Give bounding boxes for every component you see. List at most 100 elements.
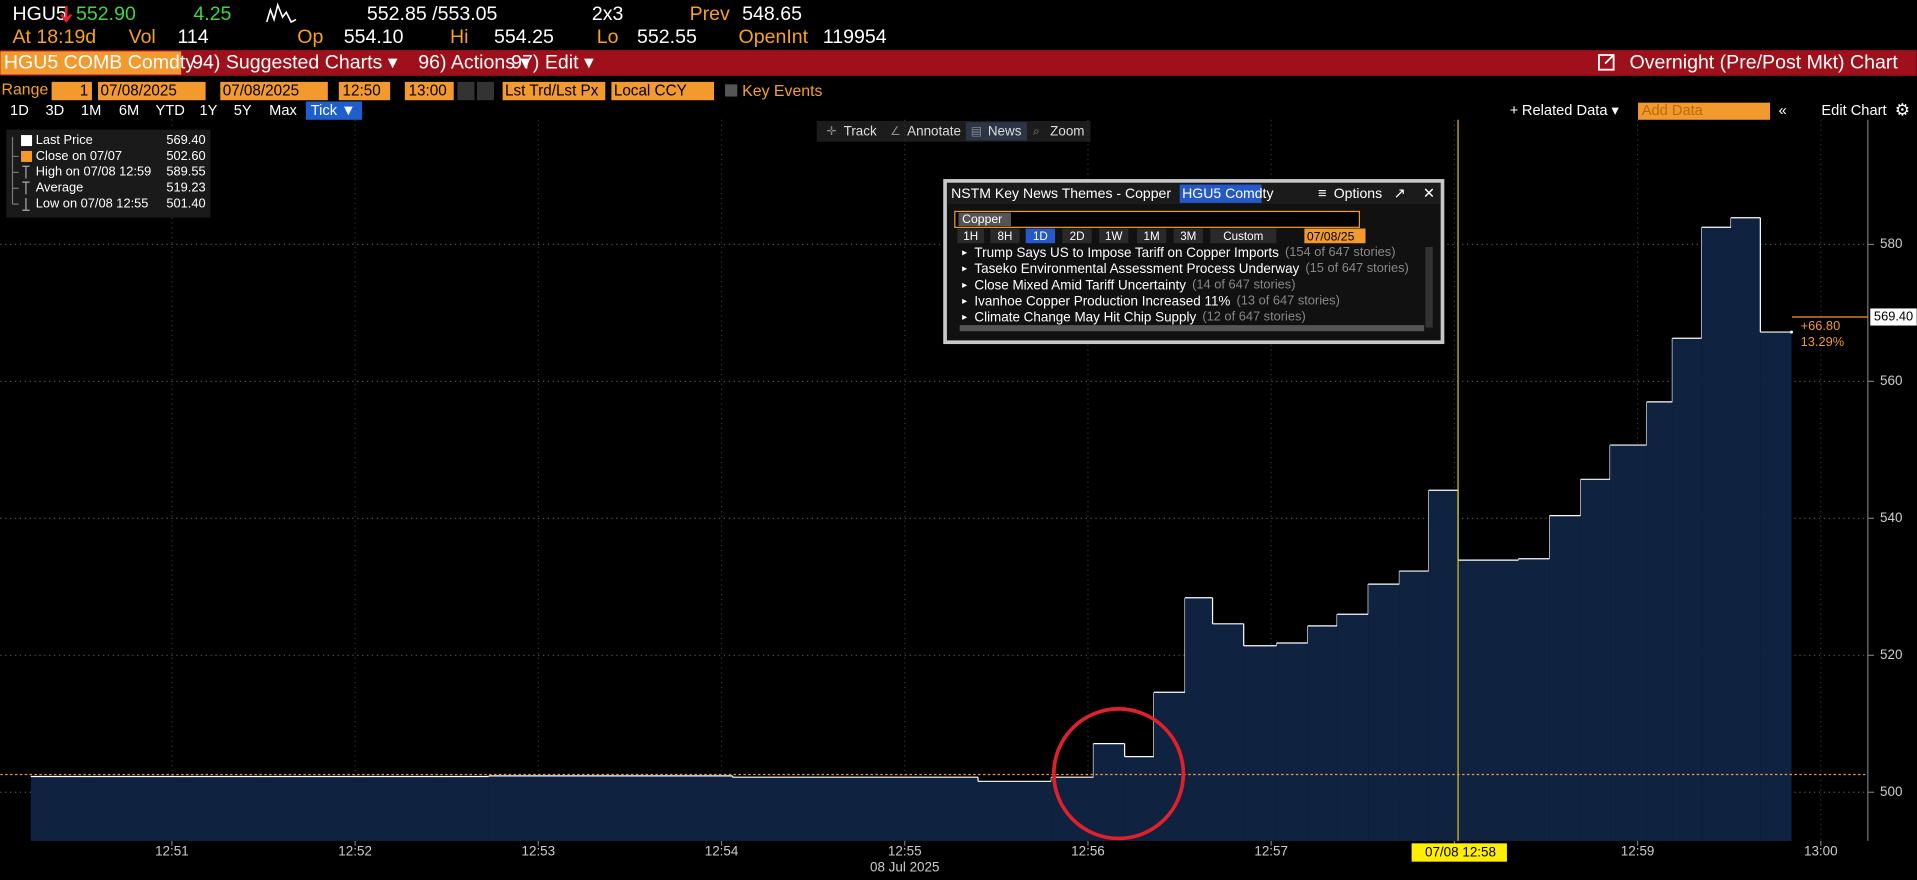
legend-value: 502.60 <box>166 148 205 163</box>
end-date-field[interactable] <box>220 81 328 101</box>
tool-button[interactable]: Zoom <box>1050 124 1084 139</box>
period-button[interactable]: Tick ▼ <box>311 103 356 119</box>
related-data[interactable]: Related Data ▾ <box>1522 103 1620 119</box>
area-step <box>1646 401 1673 841</box>
x-tick-label: 12:59 <box>1621 843 1655 858</box>
period-button[interactable]: 6M <box>119 103 139 119</box>
area-step <box>1580 479 1611 841</box>
add-data-field[interactable] <box>1638 102 1771 120</box>
tool-button[interactable]: Annotate <box>907 124 961 139</box>
legend: Last Price 569.40 Close on 07/07 502.60 High… <box>11 132 206 211</box>
legend-glyph <box>22 165 30 179</box>
menu-item[interactable]: 94) Suggested Charts ▾ <box>192 52 398 74</box>
news-period-label: 1D <box>1033 230 1048 243</box>
x-tick-label: 12:57 <box>1254 843 1288 858</box>
period-button[interactable]: 3D <box>46 103 65 119</box>
x-sublabel: 08 Jul 2025 <box>870 859 939 874</box>
key-events: Key Events <box>742 83 822 100</box>
news-period-button[interactable] <box>990 228 1020 244</box>
start-time: 12:50 <box>343 83 381 100</box>
area-step <box>1368 584 1400 841</box>
settings-icon[interactable]: ⚙ <box>1895 101 1910 120</box>
key-events-checkbox[interactable] <box>725 84 738 97</box>
period-button[interactable]: 5Y <box>234 103 252 119</box>
news-period-button[interactable] <box>1173 228 1203 244</box>
currency-select[interactable] <box>611 81 715 101</box>
bullet: ▸ <box>962 280 967 291</box>
news-security-field[interactable] <box>1179 184 1262 203</box>
news-item[interactable]: Climate Change May Hit Chip Supply (12 of… <box>974 309 1305 324</box>
area-step <box>1212 623 1244 841</box>
expand-icon[interactable]: ↗ <box>1394 186 1406 202</box>
field-select[interactable] <box>502 81 606 101</box>
range-count-field[interactable] <box>51 81 92 101</box>
news-item[interactable]: Trump Says US to Impose Tariff on Copper… <box>974 244 1395 259</box>
news-item[interactable]: Close Mixed Amid Tariff Uncertainty (14 o… <box>974 277 1295 292</box>
period-button[interactable]: YTD <box>155 103 184 119</box>
period-button[interactable]: 1M <box>81 103 101 119</box>
menu-item[interactable]: 97) Edit ▾ <box>511 52 594 74</box>
news-count: (14 of 647 stories) <box>1192 277 1295 292</box>
prev-button[interactable] <box>457 81 475 101</box>
news-search[interactable] <box>954 210 1361 228</box>
security-field[interactable] <box>0 51 182 75</box>
news-period-button[interactable] <box>1136 228 1167 244</box>
open-value: 554.10 <box>344 26 404 48</box>
area-step <box>1185 597 1213 841</box>
next-button[interactable] <box>476 81 495 101</box>
legend-swatch <box>21 135 33 147</box>
news-period-label: 2D <box>1070 230 1085 243</box>
news-period-label: 3M <box>1180 230 1196 243</box>
sparkline-icon[interactable] <box>265 2 297 24</box>
news-period-button[interactable] <box>1099 228 1129 244</box>
news-period-label: 8H <box>998 230 1013 243</box>
area-step <box>1610 445 1647 841</box>
period-button[interactable]: 1D <box>10 103 29 119</box>
menu-item[interactable]: 96) Actions ▾ <box>418 52 530 74</box>
news-period-label: Custom <box>1223 230 1263 243</box>
period-button[interactable]: Max <box>269 103 297 119</box>
popout-icon[interactable] <box>1598 54 1615 71</box>
close-icon[interactable]: ✕ <box>1423 186 1435 202</box>
oi-value: 119954 <box>823 26 887 48</box>
news-item[interactable]: Taseko Environmental Assessment Process … <box>974 261 1408 276</box>
news-headline: Taseko Environmental Assessment Process … <box>974 261 1299 276</box>
legend-glyph <box>22 198 30 211</box>
start-time-field[interactable] <box>338 81 391 101</box>
news-period-button[interactable] <box>1062 228 1092 244</box>
news-title: NSTM Key News Themes - Copper <box>951 185 1171 201</box>
news-headline: Climate Change May Hit Chip Supply <box>974 309 1196 324</box>
last-price-label: 569.40 <box>1874 308 1913 323</box>
legend-name: High on 07/08 12:59 <box>36 164 152 179</box>
high-value: 554.25 <box>494 26 554 48</box>
news-date: 07/08/25 <box>1307 229 1355 243</box>
news-period-button[interactable] <box>1210 228 1277 244</box>
news-options[interactable]: Options <box>1334 185 1382 201</box>
news-period-label: 1H <box>963 230 978 243</box>
area-step <box>1243 645 1277 841</box>
area-step <box>978 781 1052 841</box>
area-step <box>1731 217 1761 841</box>
area-step <box>1337 614 1369 841</box>
tool-button[interactable]: Track <box>844 124 877 139</box>
start-date-field[interactable] <box>98 81 206 101</box>
news-period-button[interactable] <box>1025 228 1056 244</box>
area-step <box>1701 227 1732 841</box>
legend-name: Last Price <box>36 132 93 147</box>
size: 2x3 <box>592 3 624 25</box>
edit-chart[interactable]: Edit Chart <box>1821 103 1886 119</box>
tool-icon: ⌕ <box>1033 124 1040 138</box>
news-panel: NSTM Key News Themes - Copper HGU5 Comdt… <box>943 179 1445 345</box>
collapse-icon[interactable]: « <box>1779 103 1787 119</box>
news-period-button[interactable] <box>957 228 985 244</box>
range-count: 1 <box>80 83 89 100</box>
news-item[interactable]: Ivanhoe Copper Production Increased 11% (… <box>974 293 1339 308</box>
plus-icon: + <box>1510 103 1519 119</box>
x-tick-label: 12:51 <box>155 843 189 858</box>
tool-button[interactable]: News <box>988 124 1022 139</box>
period-button[interactable]: 1Y <box>199 103 217 119</box>
news-date-field[interactable] <box>1304 228 1366 244</box>
end-time-field[interactable] <box>404 81 454 101</box>
open-label: Op <box>297 26 323 48</box>
